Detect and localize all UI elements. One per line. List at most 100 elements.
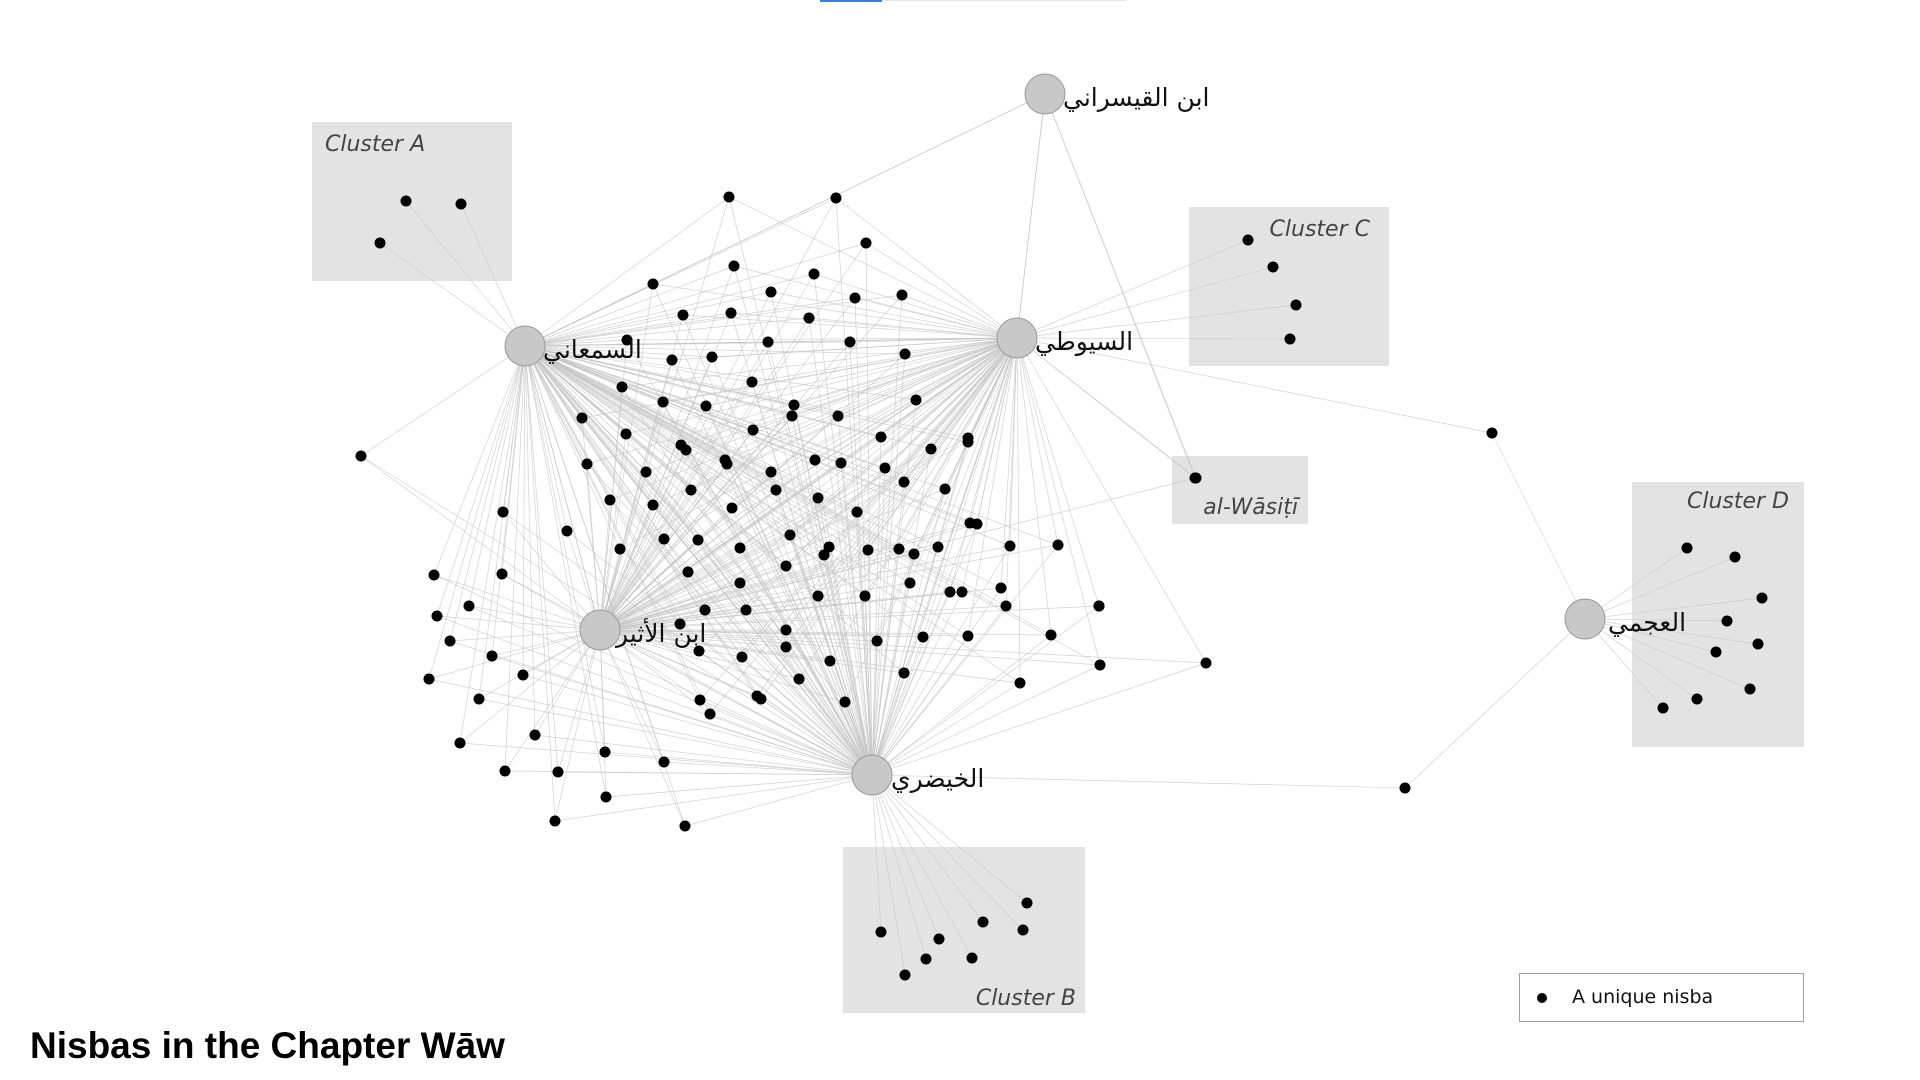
nisba-edge xyxy=(599,547,741,631)
nisba-node xyxy=(355,450,367,462)
nisba-node xyxy=(463,600,475,612)
nisba-edge xyxy=(524,345,906,355)
nisba-edge xyxy=(524,345,706,611)
nisba-edge xyxy=(524,196,730,347)
nisba-edge xyxy=(871,353,906,776)
nisba-node xyxy=(862,544,874,556)
nisba-edge xyxy=(871,774,973,959)
nisba-edge xyxy=(524,345,654,506)
nisba-edge xyxy=(524,317,810,347)
nisba-node xyxy=(549,815,561,827)
cluster-a-box xyxy=(312,122,512,281)
nisba-edge xyxy=(524,345,741,549)
nisba-edge xyxy=(961,337,1018,593)
nisba-edge xyxy=(524,345,846,703)
nisba-edge xyxy=(586,337,1018,465)
nisba-edge xyxy=(524,345,939,548)
nisba-edge xyxy=(871,591,951,776)
hub-samani-label: السمعاني xyxy=(543,335,642,364)
nisba-edge xyxy=(871,546,939,776)
nisba-edge xyxy=(360,345,526,457)
nisba-edge xyxy=(599,499,611,631)
nisba-edge xyxy=(599,404,795,631)
diagram-title: Nisbas in the Chapter Wāw xyxy=(30,1025,505,1066)
nisba-edge xyxy=(524,345,588,465)
nisba-node xyxy=(1190,472,1202,484)
cluster-w-box xyxy=(1172,456,1308,524)
nisba-edge xyxy=(360,455,873,776)
nisba-node xyxy=(647,278,659,290)
nisba-node xyxy=(793,673,805,685)
nisba-node xyxy=(917,631,929,643)
nisba-node xyxy=(818,549,830,561)
nisba-edge xyxy=(436,615,873,776)
nisba-edge xyxy=(1044,93,1197,479)
nisba-edge xyxy=(599,549,869,631)
nisba-node xyxy=(1691,693,1703,705)
nisba-edge xyxy=(586,463,601,631)
nisba-node xyxy=(920,953,932,965)
nisba-node xyxy=(1052,539,1064,551)
hub-edge xyxy=(524,345,601,631)
nisba-edge xyxy=(524,345,621,550)
nisba-node xyxy=(725,307,737,319)
nisba-edge xyxy=(808,317,1018,339)
nisba-node xyxy=(780,624,792,636)
nisba-node xyxy=(932,541,944,553)
top-tab-active[interactable] xyxy=(820,0,882,2)
nisba-edge xyxy=(871,605,1100,776)
nisba-edge xyxy=(428,629,601,680)
nisba-node xyxy=(674,618,686,630)
nisba-node xyxy=(1657,702,1669,714)
cluster-c-label: Cluster C xyxy=(1270,217,1371,242)
nisba-edge xyxy=(739,337,1018,584)
nisba-edge xyxy=(1016,337,1207,664)
nisba-edge xyxy=(726,463,873,776)
nisba-edge xyxy=(524,345,1007,607)
nisba-edge xyxy=(599,605,1007,631)
nisba-edge xyxy=(785,646,873,776)
nisba-edge xyxy=(524,345,673,361)
hub-edge xyxy=(1016,93,1046,339)
nisba-edge xyxy=(524,345,800,680)
nisba-node xyxy=(1756,592,1768,604)
nisba-node xyxy=(925,443,937,455)
nisba-edge xyxy=(459,629,601,744)
nisba-node xyxy=(640,466,652,478)
nisba-edge xyxy=(524,314,684,347)
nisba-node xyxy=(423,673,435,685)
nisba-edge xyxy=(898,337,1018,550)
nisba-edge xyxy=(871,662,1207,776)
nisba-edge xyxy=(785,629,873,776)
nisba-edge xyxy=(621,337,1018,388)
nisba-node xyxy=(621,334,633,346)
nisba-node xyxy=(1045,629,1057,641)
nisba-node xyxy=(875,926,887,938)
nisba-edge xyxy=(871,774,906,976)
nisba-edge xyxy=(967,337,1018,637)
nisba-edge xyxy=(949,337,1018,593)
nisba-node xyxy=(956,586,968,598)
nisba-node xyxy=(581,458,593,470)
nisba-edge xyxy=(524,294,903,347)
nisba-node xyxy=(977,916,989,928)
nisba-node xyxy=(740,604,752,616)
nisba-edge xyxy=(864,337,1018,597)
nisba-edge xyxy=(599,341,769,631)
nisba-node xyxy=(962,436,974,448)
nisba-edge xyxy=(436,615,601,631)
nisba-node xyxy=(844,336,856,348)
nisba-edge xyxy=(724,337,1018,461)
nisba-edge xyxy=(599,449,687,631)
nisba-edge xyxy=(871,636,924,776)
nisba-edge xyxy=(459,345,526,744)
nisba-node xyxy=(677,309,689,321)
top-tab-inactive[interactable] xyxy=(882,0,1126,1)
nisba-node xyxy=(835,457,847,469)
nisba-edge xyxy=(663,761,873,776)
nisba-node xyxy=(1200,657,1212,669)
nisba-node xyxy=(736,651,748,663)
nisba-edge xyxy=(599,629,1052,636)
nisba-edge xyxy=(1016,337,1197,479)
legend-label: A unique nisba xyxy=(1572,986,1714,1008)
